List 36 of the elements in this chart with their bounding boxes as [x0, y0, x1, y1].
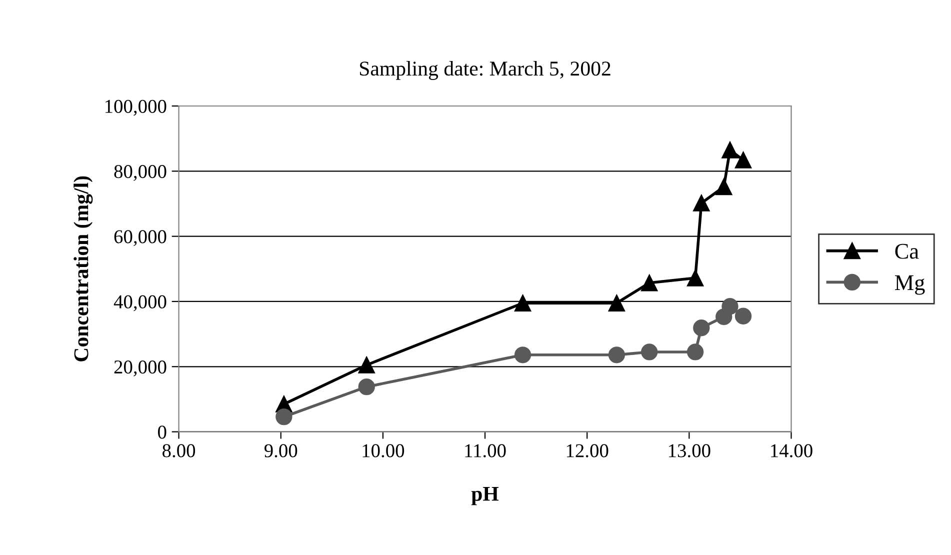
x-tick-label: 14.00 — [771, 444, 812, 458]
point — [734, 152, 752, 168]
x-tick-label: 12.00 — [566, 444, 608, 458]
y-tick-label: 80,000 — [114, 164, 166, 181]
y-axis-title: Concentration (mg/l) — [74, 176, 93, 362]
x-tick-label: 10.00 — [362, 444, 404, 458]
point — [608, 346, 626, 364]
point — [358, 356, 375, 374]
x-tick-label: 8.00 — [162, 444, 196, 458]
point — [693, 194, 710, 212]
point — [693, 320, 710, 336]
point — [716, 178, 732, 196]
legend-label: Mg — [894, 275, 925, 295]
point — [358, 378, 375, 396]
y-tick-label: 100,000 — [106, 100, 166, 116]
legend-label: Ca — [895, 244, 919, 259]
y-tick-label: 40,000 — [114, 295, 166, 312]
x-tick-label: 9.00 — [264, 444, 298, 458]
point — [514, 294, 532, 312]
point — [641, 344, 658, 360]
y-tick-label: 20,000 — [114, 360, 166, 376]
point — [722, 142, 738, 158]
point — [734, 308, 752, 324]
y-tick-label: 60,000 — [114, 230, 166, 246]
point — [276, 408, 292, 426]
point — [641, 274, 658, 292]
point — [686, 344, 704, 360]
chart-title: Sampling date: March 5, 2002 — [360, 60, 610, 80]
x-axis-title: pH — [471, 487, 499, 506]
x-tick-label: 13.00 — [668, 444, 710, 458]
x-tick-label: 11.00 — [465, 444, 506, 458]
point — [722, 298, 738, 315]
point — [686, 270, 704, 286]
point — [608, 294, 626, 312]
point — [514, 346, 532, 364]
y-tick-label: 0 — [158, 426, 166, 439]
